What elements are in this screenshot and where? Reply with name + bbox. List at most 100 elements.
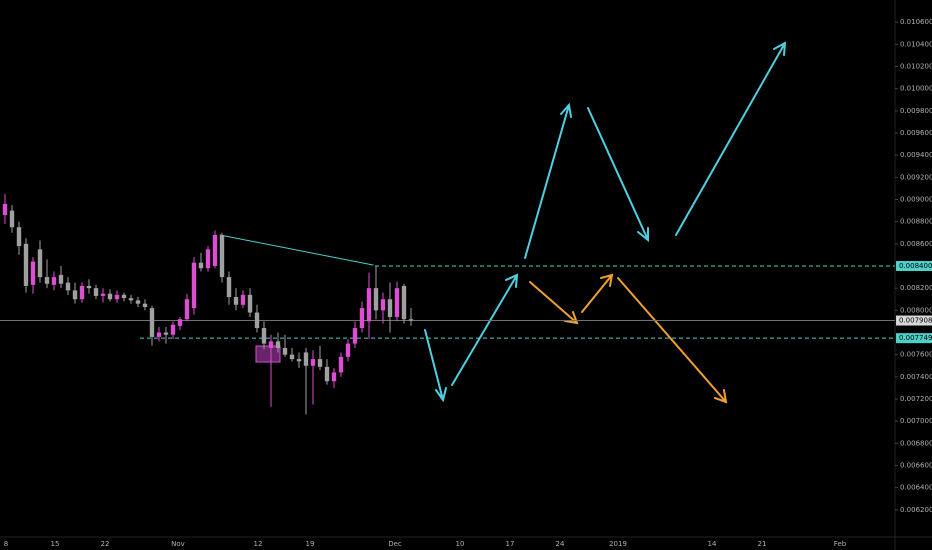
x-tick-label: 15 — [51, 540, 60, 548]
candle-body — [240, 294, 246, 305]
arrow — [617, 277, 728, 404]
candle-body — [79, 285, 85, 300]
x-tick-label: 14 — [708, 540, 717, 548]
y-tick-label: 0.008600 — [900, 240, 932, 248]
candle-body — [401, 285, 407, 320]
candle-body — [65, 282, 71, 291]
candle-body — [352, 328, 358, 344]
candle-body — [100, 293, 106, 296]
candle-body — [289, 354, 295, 360]
y-tick-label: 0.006400 — [900, 484, 932, 492]
arrow — [529, 281, 579, 325]
candle-body — [261, 328, 267, 344]
candle-body — [331, 372, 337, 382]
x-tick-label: 12 — [254, 540, 263, 548]
arrow — [524, 102, 572, 259]
candle-body — [72, 290, 78, 300]
candle-body — [359, 308, 365, 329]
y-tick-label: 0.009600 — [900, 129, 932, 137]
candle-body — [254, 312, 260, 329]
candle-body — [268, 341, 274, 349]
orange-arrows — [529, 273, 728, 404]
candle-body — [233, 297, 239, 305]
candle-body — [44, 277, 50, 284]
candle-body — [23, 243, 29, 286]
x-tick-label: 21 — [758, 540, 767, 548]
candle-body — [142, 303, 148, 308]
candle-body — [198, 262, 204, 269]
candle-body — [156, 332, 162, 337]
candle-body — [149, 308, 155, 337]
y-tick-label: 0.010400 — [900, 40, 932, 48]
y-tick-label: 0.010600 — [900, 18, 932, 26]
y-tick-label: 0.008000 — [900, 306, 932, 314]
candle-body — [16, 227, 22, 247]
candle-body — [317, 359, 323, 367]
x-tick-label: 10 — [456, 540, 465, 548]
y-tick-label: 0.010000 — [900, 85, 932, 93]
candle-body — [212, 234, 218, 266]
candle-body — [163, 332, 169, 335]
candle-body — [345, 343, 351, 357]
y-tick-label: 0.009200 — [900, 173, 932, 181]
price-label-bg — [896, 333, 932, 344]
y-tick-label: 0.008800 — [900, 218, 932, 226]
arrow — [581, 273, 614, 313]
candle-body — [205, 249, 211, 269]
x-tick-label: Dec — [388, 540, 402, 548]
candle-body — [296, 359, 302, 362]
y-tick-label: 0.006800 — [900, 439, 932, 447]
x-tick-label: 8 — [4, 540, 8, 548]
candle-body — [226, 277, 232, 298]
candle-body — [135, 300, 141, 304]
price-label-bg — [896, 315, 932, 326]
candle-body — [177, 319, 183, 326]
arrow — [587, 107, 649, 243]
y-tick-label: 0.009000 — [900, 196, 932, 204]
price-label-bg — [896, 261, 932, 271]
y-tick-label: 0.009800 — [900, 107, 932, 115]
candle-body — [373, 288, 379, 311]
y-tick-label: 0.006200 — [900, 506, 932, 514]
candle-body — [219, 234, 225, 278]
candle-body — [408, 319, 414, 321]
candle-body — [121, 294, 127, 299]
candle-body — [30, 261, 36, 285]
candle-body — [93, 288, 99, 296]
y-tick-label: 0.007400 — [900, 373, 932, 381]
candle-body — [310, 359, 316, 366]
highlight-box — [255, 345, 281, 363]
price-label: 0.007908 — [899, 317, 932, 325]
candle-body — [51, 277, 57, 285]
x-tick-label: 24 — [556, 540, 565, 548]
y-tick-label: 0.007600 — [900, 351, 932, 359]
x-tick-label: 17 — [506, 540, 515, 548]
y-tick-label: 0.007200 — [900, 395, 932, 403]
x-tick-label: 22 — [101, 540, 110, 548]
candle-body — [184, 299, 190, 320]
arrow — [675, 41, 787, 236]
candle-body — [2, 203, 8, 216]
arrow — [451, 273, 519, 386]
price-label: 0.007749 — [899, 334, 932, 342]
candle-body — [303, 352, 309, 366]
candle-body — [324, 366, 330, 382]
candle-body — [58, 274, 64, 284]
y-tick-label: 0.010200 — [900, 63, 932, 71]
x-tick-label: Nov — [171, 540, 185, 548]
candle-body — [282, 348, 288, 355]
candle-body — [247, 294, 253, 313]
candle-body — [107, 293, 113, 300]
arrow — [424, 329, 447, 403]
y-tick-label: 0.006600 — [900, 462, 932, 470]
candle-body — [191, 262, 197, 309]
cyan-arrows — [424, 41, 787, 403]
price-label: 0.008400 — [899, 262, 932, 270]
x-tick-label: 2019 — [609, 540, 627, 548]
y-tick-label: 0.009400 — [900, 151, 932, 159]
x-tick-label: 19 — [306, 540, 315, 548]
candle-body — [128, 298, 134, 301]
candle-body — [114, 294, 120, 300]
candle-body — [394, 288, 400, 317]
